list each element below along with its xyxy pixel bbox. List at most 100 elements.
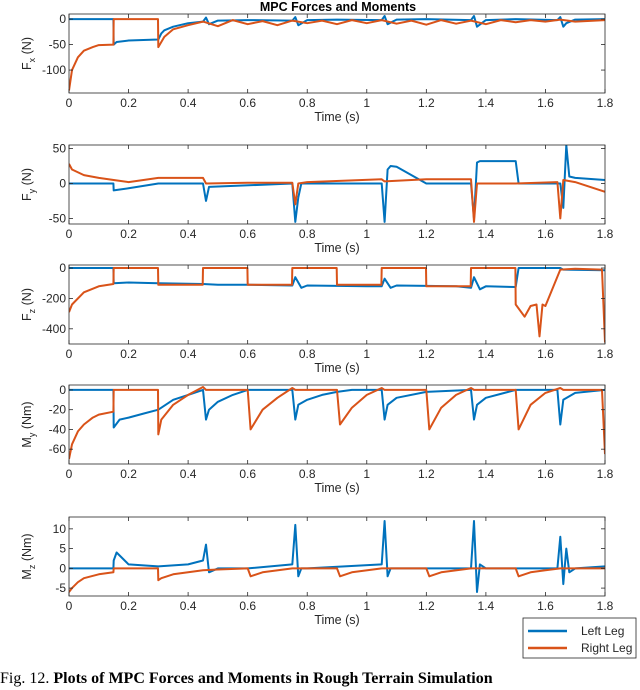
x-tick-label: 0.8 bbox=[299, 599, 316, 613]
legend: Left Leg Right Leg bbox=[522, 617, 637, 659]
axes-box bbox=[68, 384, 606, 465]
legend-left-leg-label: Left Leg bbox=[581, 624, 624, 638]
y-tick-label: 50 bbox=[53, 141, 67, 155]
x-axis-label: Time (s) bbox=[314, 361, 359, 375]
y-tick-label: -40 bbox=[49, 422, 67, 436]
x-tick-label: 0.6 bbox=[239, 467, 256, 481]
x-axis-label: Time (s) bbox=[314, 481, 359, 495]
x-tick-label: 1.2 bbox=[418, 599, 435, 613]
x-tick-label: 1.6 bbox=[537, 347, 554, 361]
x-tick-label: 0.4 bbox=[180, 467, 197, 481]
series-line-right-leg bbox=[69, 267, 605, 343]
plot-area bbox=[69, 14, 605, 93]
y-tick-label: 0 bbox=[59, 383, 66, 397]
x-tick-label: 1.4 bbox=[478, 227, 495, 241]
x-tick-label: 1.6 bbox=[537, 96, 554, 110]
x-axis-label: Time (s) bbox=[314, 241, 359, 255]
x-tick-label: 0.8 bbox=[299, 227, 316, 241]
x-tick-label: 1.8 bbox=[597, 227, 614, 241]
series-line-right-leg bbox=[69, 18, 605, 91]
x-tick-label: 1.6 bbox=[537, 467, 554, 481]
legend-right-leg-label: Right Leg bbox=[581, 641, 632, 655]
x-tick-label: 0.2 bbox=[120, 96, 137, 110]
x-tick-label: 0 bbox=[66, 227, 73, 241]
x-tick-label: 1.8 bbox=[597, 96, 614, 110]
x-tick-label: 0 bbox=[66, 347, 73, 361]
x-tick-label: 0.2 bbox=[120, 467, 137, 481]
series-line-left-leg bbox=[69, 145, 605, 223]
x-tick-label: 1.8 bbox=[597, 467, 614, 481]
y-tick-label: 0 bbox=[59, 561, 66, 575]
x-tick-label: 0.8 bbox=[299, 467, 316, 481]
subplot-3: 0 0.2 0.4 0.6 0.8 1 1.2 1.4 1.6 1.8 -400 -200 0 Time … bbox=[20, 261, 614, 375]
x-tick-label: 1.4 bbox=[478, 347, 495, 361]
y-axis-label: Fy (N) bbox=[20, 168, 37, 201]
x-tick-label: 1.2 bbox=[418, 347, 435, 361]
series-line-left-leg bbox=[69, 520, 605, 593]
x-tick-label: 1.2 bbox=[418, 96, 435, 110]
x-tick-label: 0.2 bbox=[120, 347, 137, 361]
x-tick-label: 1.4 bbox=[478, 467, 495, 481]
y-axis-label: Mz (Nm) bbox=[20, 533, 37, 579]
x-axis-label: Time (s) bbox=[314, 110, 359, 124]
x-tick-label: 0.2 bbox=[120, 227, 137, 241]
x-tick-label: 1 bbox=[363, 599, 370, 613]
x-tick-label: 0 bbox=[66, 96, 73, 110]
x-tick-label: 0.4 bbox=[180, 96, 197, 110]
y-tick-label: -100 bbox=[42, 63, 66, 77]
series-line-left-leg bbox=[69, 267, 605, 291]
x-tick-label: 1.6 bbox=[537, 227, 554, 241]
x-tick-label: 1.2 bbox=[418, 227, 435, 241]
x-tick-label: 0.6 bbox=[239, 347, 256, 361]
y-tick-label: -50 bbox=[49, 211, 67, 225]
x-tick-label: 0.6 bbox=[239, 599, 256, 613]
x-tick-label: 1 bbox=[363, 467, 370, 481]
y-tick-label: -60 bbox=[49, 442, 67, 456]
axes-box bbox=[68, 516, 606, 597]
x-tick-label: 0.4 bbox=[180, 599, 197, 613]
y-tick-label: -200 bbox=[42, 291, 66, 305]
y-axis-label: Fx (N) bbox=[20, 37, 37, 70]
x-tick-label: 0 bbox=[66, 467, 73, 481]
y-tick-label: -5 bbox=[55, 581, 66, 595]
y-tick-label: 0 bbox=[59, 176, 66, 190]
x-tick-label: 0.2 bbox=[120, 599, 137, 613]
axes-box bbox=[68, 264, 606, 345]
x-tick-label: 1.8 bbox=[597, 347, 614, 361]
subplot-2: 0 0.2 0.4 0.6 0.8 1 1.2 1.4 1.6 1.8 -50 0 50 Time (s)… bbox=[20, 141, 614, 255]
legend-box bbox=[522, 617, 637, 659]
x-axis-label: Time (s) bbox=[314, 613, 359, 627]
axes-box bbox=[68, 13, 606, 94]
x-tick-label: 1.4 bbox=[478, 599, 495, 613]
plot-area bbox=[69, 517, 605, 596]
x-tick-label: 0.4 bbox=[180, 227, 197, 241]
x-tick-label: 1.2 bbox=[418, 467, 435, 481]
y-tick-label: 10 bbox=[53, 522, 67, 536]
y-tick-label: -400 bbox=[42, 322, 66, 336]
x-tick-label: 0.8 bbox=[299, 96, 316, 110]
x-tick-label: 0.6 bbox=[239, 96, 256, 110]
series-line-left-leg bbox=[69, 388, 605, 429]
x-tick-label: 1.4 bbox=[478, 96, 495, 110]
series-line-right-leg bbox=[69, 567, 605, 593]
x-tick-label: 0 bbox=[66, 599, 73, 613]
axes-box bbox=[68, 144, 606, 225]
subplot-4: 0 0.2 0.4 0.6 0.8 1 1.2 1.4 1.6 1.8 -60 -40 -20 0 Time… bbox=[20, 383, 614, 495]
x-tick-label: 0.8 bbox=[299, 347, 316, 361]
series-line-right-leg bbox=[69, 386, 605, 460]
y-axis-label: Fz (N) bbox=[20, 288, 37, 321]
y-tick-label: -20 bbox=[49, 403, 67, 417]
y-axis-label: My (Nm) bbox=[20, 401, 37, 447]
y-tick-label: 5 bbox=[59, 542, 66, 556]
x-tick-label: 0.4 bbox=[180, 347, 197, 361]
figure-title: MPC Forces and Moments bbox=[260, 0, 416, 14]
x-tick-label: 1 bbox=[363, 347, 370, 361]
figure-caption: Fig. 12. Plots of MPC Forces and Moments … bbox=[0, 670, 493, 687]
y-tick-label: 0 bbox=[59, 12, 66, 26]
x-tick-label: 1.6 bbox=[537, 599, 554, 613]
x-tick-label: 1 bbox=[363, 96, 370, 110]
series-line-right-leg bbox=[69, 163, 605, 223]
